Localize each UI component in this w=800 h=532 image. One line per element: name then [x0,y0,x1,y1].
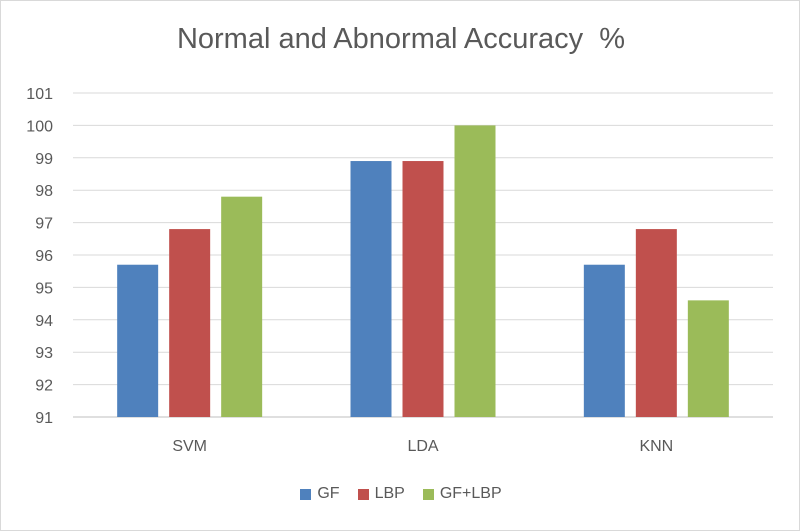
y-tick-label: 94 [35,313,53,330]
bar [583,264,625,417]
y-tick-label: 95 [35,280,53,297]
x-tick-label: KNN [639,438,673,455]
y-tick-label: 91 [35,410,53,427]
legend-label: GF [317,485,340,502]
bar [221,196,263,417]
y-tick-label: 92 [35,378,53,395]
bar [454,125,496,418]
bar [635,229,677,417]
legend-label: GF+LBP [439,485,502,502]
y-tick-label: 101 [26,86,53,103]
y-tick-label: 99 [35,151,53,168]
x-tick-label: LDA [407,438,438,455]
bar [350,161,392,417]
legend-item: GF+LBP [422,485,502,503]
legend-swatch [357,488,369,500]
bar [169,229,211,417]
bar [402,161,444,417]
y-tick-label: 98 [35,183,53,200]
legend-item: LBP [357,485,405,503]
x-tick-label: SVM [172,438,207,455]
bar [687,300,729,417]
legend-item: GF [300,485,340,503]
y-tick-label: 100 [26,118,53,135]
chart-title: Normal and Abnormal Accuracy % [176,23,626,55]
legend-label: LBP [374,485,405,502]
legend-swatch [422,488,434,500]
legend: GF LBP GF+LBP [1,485,800,503]
legend-swatch [300,488,312,500]
y-tick-label: 96 [35,248,53,265]
y-tick-label: 97 [35,216,53,233]
bar [117,264,159,417]
y-tick-label: 93 [35,345,53,362]
